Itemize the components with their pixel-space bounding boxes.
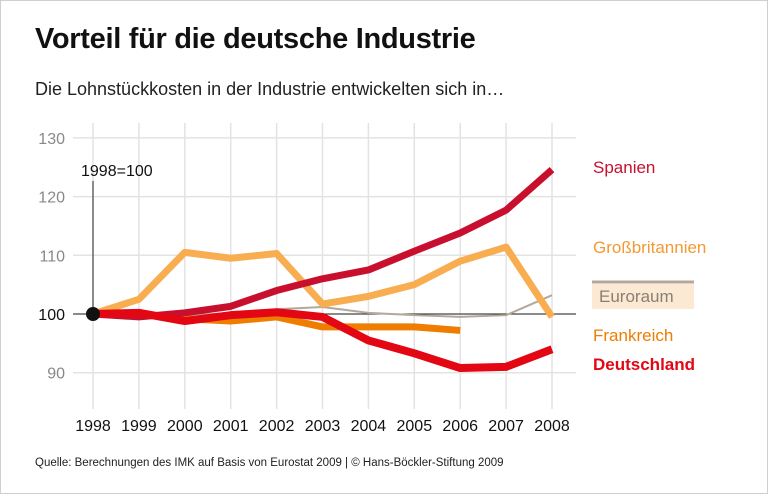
- y-tick-label: 100: [38, 307, 65, 324]
- origin-point: [86, 307, 100, 321]
- x-tick-label: 2006: [442, 418, 478, 435]
- x-tick-label: 2005: [397, 418, 433, 435]
- legend-label-euroraum: Euroraum: [599, 287, 674, 306]
- series-line-spanien: [92, 166, 555, 321]
- chart-subtitle: Die Lohnstückkosten in der Industrie ent…: [35, 79, 505, 99]
- euroraum-label-bg: [592, 284, 694, 309]
- y-tick-label: 120: [38, 190, 65, 207]
- legend-label-deutschland: Deutschland: [593, 355, 695, 374]
- x-tick-label: 2001: [213, 418, 249, 435]
- annotation-label: 1998=100: [81, 163, 153, 180]
- x-tick-label: 2003: [305, 418, 341, 435]
- x-tick-label: 2008: [534, 418, 570, 435]
- x-tick-label: 1998: [75, 418, 111, 435]
- x-tick-label: 2004: [351, 418, 387, 435]
- chart-title: Vorteil für die deutsche Industrie: [35, 23, 476, 55]
- x-tick-label: 1999: [121, 418, 157, 435]
- y-tick-label: 90: [47, 366, 65, 383]
- y-tick-label: 130: [38, 131, 65, 148]
- series-line-deutschland: [92, 308, 554, 373]
- legend-label-spanien: Spanien: [593, 158, 655, 177]
- source-note: Quelle: Berechnungen des IMK auf Basis v…: [35, 457, 504, 469]
- series-line-großbritannien: [91, 243, 555, 319]
- x-tick-label: 2002: [259, 418, 295, 435]
- legend-label-großbritannien: Großbritannien: [593, 238, 706, 257]
- x-tick-label: 2000: [167, 418, 203, 435]
- y-tick-label: 110: [39, 248, 65, 265]
- legend-label-frankreich: Frankreich: [593, 326, 673, 345]
- x-tick-label: 2007: [488, 418, 524, 435]
